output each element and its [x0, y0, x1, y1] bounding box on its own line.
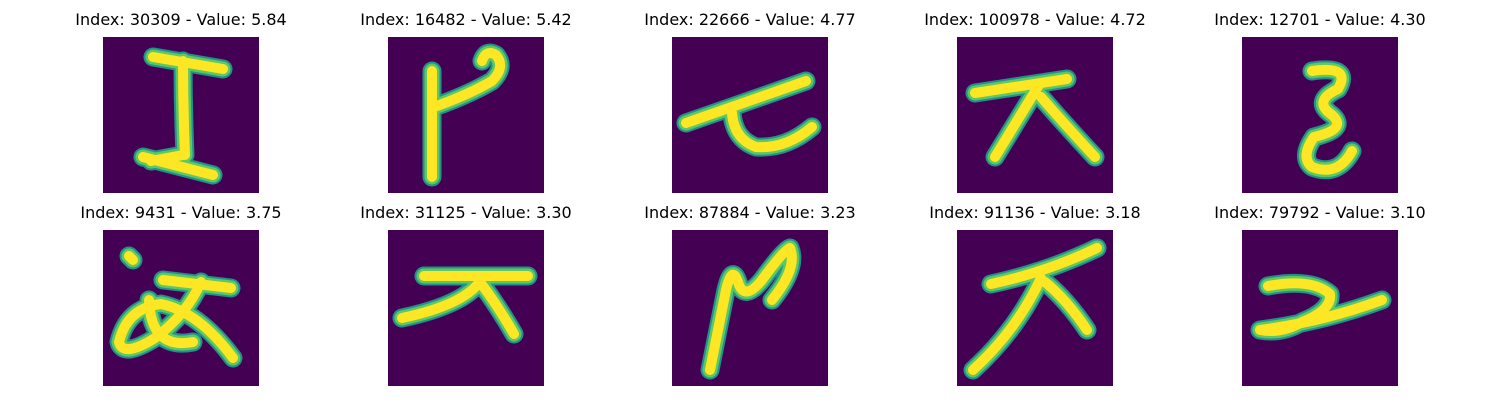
character-image — [103, 37, 259, 193]
character-glyph — [676, 71, 822, 157]
character-image — [672, 230, 828, 386]
panel-9: Index: 91136 - Value: 3.18 — [929, 205, 1141, 386]
panel-title: Index: 16482 - Value: 5.42 — [360, 10, 572, 29]
character-glyph — [109, 246, 243, 368]
panel-7: Index: 31125 - Value: 3.30 — [360, 205, 572, 386]
panel-10: Index: 79792 - Value: 3.10 — [1214, 205, 1426, 386]
panel-title: Index: 9431 - Value: 3.75 — [80, 203, 282, 222]
character-glyph — [963, 238, 1107, 380]
panel-2: Index: 16482 - Value: 5.42 — [360, 12, 572, 193]
character-image — [1242, 37, 1398, 193]
panel-title: Index: 22666 - Value: 4.77 — [644, 10, 856, 29]
character-image — [957, 37, 1113, 193]
character-glyph — [392, 266, 538, 344]
panel-title: Index: 30309 - Value: 5.84 — [75, 10, 287, 29]
panel-6: Index: 9431 - Value: 3.75 — [80, 205, 282, 386]
character-glyph — [1250, 273, 1392, 341]
panel-3: Index: 22666 - Value: 4.77 — [644, 12, 856, 193]
character-glyph — [422, 43, 510, 187]
panel-4: Index: 100978 - Value: 4.72 — [924, 12, 1146, 193]
panel-8: Index: 87884 - Value: 3.23 — [644, 205, 856, 386]
character-glyph — [700, 238, 802, 380]
panel-title: Index: 12701 - Value: 4.30 — [1214, 10, 1426, 29]
character-image — [957, 230, 1113, 386]
character-glyph — [965, 69, 1105, 167]
character-image — [388, 37, 544, 193]
panel-title: Index: 79792 - Value: 3.10 — [1214, 203, 1426, 222]
character-image — [388, 230, 544, 386]
character-image — [672, 37, 828, 193]
character-image — [103, 230, 259, 386]
panel-5: Index: 12701 - Value: 4.30 — [1214, 12, 1426, 193]
panel-title: Index: 100978 - Value: 4.72 — [924, 10, 1146, 29]
character-glyph — [1297, 60, 1362, 180]
character-image — [1242, 230, 1398, 386]
panel-title: Index: 91136 - Value: 3.18 — [929, 203, 1141, 222]
character-glyph — [133, 47, 233, 185]
panel-1: Index: 30309 - Value: 5.84 — [75, 12, 287, 193]
panel-title: Index: 87884 - Value: 3.23 — [644, 203, 856, 222]
panel-title: Index: 31125 - Value: 3.30 — [360, 203, 572, 222]
